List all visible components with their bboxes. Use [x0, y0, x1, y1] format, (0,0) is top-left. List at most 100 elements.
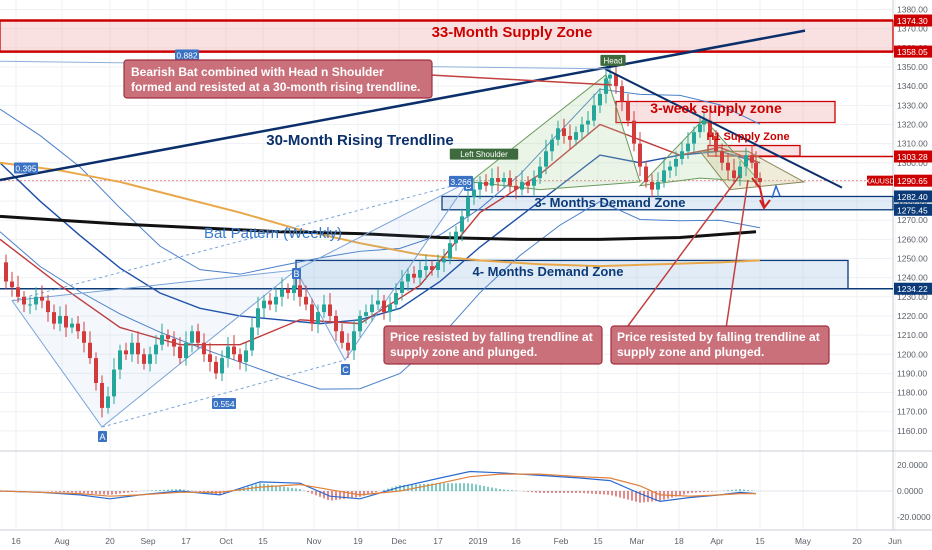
candle-body	[346, 342, 350, 351]
hs-badge	[600, 54, 626, 66]
price-tick-label: 1180.00	[897, 388, 927, 398]
callout-box	[610, 325, 830, 365]
candle-body	[46, 300, 50, 313]
candle-body	[112, 369, 116, 397]
candle-body	[76, 323, 80, 332]
badge-box	[894, 282, 932, 295]
badge-text: 1234.22	[897, 284, 928, 294]
candle-body	[178, 346, 182, 359]
candle-body	[556, 128, 560, 140]
price-tick-label: 1350.00	[897, 62, 928, 72]
candle-body	[292, 285, 296, 293]
candle-body	[52, 312, 56, 324]
candle-body	[608, 74, 612, 79]
candle-body	[262, 300, 266, 309]
osc-tick-label: -20.0000	[897, 512, 931, 522]
candle-body	[436, 262, 440, 270]
candle-body	[382, 300, 386, 313]
badge-text: 1303.28	[897, 152, 928, 162]
candle-body	[466, 197, 470, 217]
candle-body	[604, 78, 608, 94]
hs-badge	[449, 148, 519, 160]
candle-body	[418, 270, 422, 278]
candle-body	[316, 312, 320, 324]
candle-body	[668, 166, 672, 171]
candle-body	[244, 350, 248, 362]
time-tick-label: Mar	[630, 536, 645, 546]
candle-body	[196, 331, 200, 343]
candle-body	[574, 132, 578, 140]
callout-text: supply zone and plunged.	[390, 345, 537, 359]
bat-triangle	[295, 181, 469, 361]
candle-body	[532, 178, 536, 186]
band-lower	[0, 200, 761, 390]
time-tick-label: 17	[181, 536, 191, 546]
candle-body	[698, 124, 702, 133]
badge-text: 1374.30	[897, 16, 928, 26]
candle-body	[412, 273, 416, 278]
badge-box	[867, 175, 893, 186]
pattern-point-label: C	[342, 365, 349, 375]
zone-label: 4- Months Demand Zone	[473, 264, 624, 279]
badge-box	[894, 14, 932, 27]
osc-tick-label: 20.0000	[897, 460, 928, 470]
candle-body	[580, 124, 584, 133]
zone-label: 3-week supply zone	[650, 100, 782, 116]
candle-body	[16, 287, 20, 297]
callout-box	[123, 59, 433, 99]
band-upper	[0, 88, 761, 275]
zone-label: 3- Months Demand Zone	[535, 195, 686, 210]
up-arrow	[771, 183, 781, 199]
candle-body	[686, 143, 690, 152]
candle-body	[184, 342, 188, 359]
candle-body	[364, 312, 368, 316]
candle-body	[662, 170, 666, 182]
bat-pattern-label: Bat Pattern (Weekly)	[204, 225, 342, 242]
candle-body	[592, 105, 596, 121]
price-tick-label: 1270.00	[897, 215, 928, 225]
price-tick-label: 1320.00	[897, 119, 928, 129]
candle-body	[614, 74, 618, 87]
badge-text: 1290.65	[897, 176, 928, 186]
time-tick-label: Sep	[140, 536, 155, 546]
candle-body	[220, 358, 224, 374]
zone-label: H1 Supply Zone	[706, 131, 789, 143]
candle-body	[328, 304, 332, 316]
price-tick-label: 1370.00	[897, 24, 928, 34]
time-tick-label: Aug	[54, 536, 69, 546]
ratio-badge	[449, 175, 473, 187]
candle-body	[334, 315, 338, 332]
price-badge: 1374.30	[894, 14, 932, 27]
candle-body	[388, 304, 392, 313]
zone-rect	[441, 195, 894, 211]
callout-text: Price resisted by falling trendline at	[390, 330, 593, 344]
ratio-badge	[175, 49, 199, 61]
candle-body	[370, 304, 374, 313]
triangle-shape	[698, 150, 806, 191]
pattern-point-label: B	[293, 269, 299, 279]
price-tick-label: 1250.00	[897, 254, 928, 264]
pattern-point-badge	[292, 268, 301, 279]
candle-body	[148, 354, 152, 364]
price-badge: 1290.65	[894, 174, 932, 187]
callout-bat-hs: Bearish Bat combined with Head n Shoulde…	[123, 59, 433, 99]
candle-body	[754, 162, 758, 179]
candle-body	[708, 120, 712, 136]
candle-body	[502, 178, 506, 182]
candle-body	[692, 132, 696, 144]
price-tick-label: 1300.00	[897, 158, 928, 168]
pattern-point-badge	[98, 431, 107, 443]
candle-body	[376, 300, 380, 305]
ratio-text: 0.554	[213, 399, 235, 409]
candle-body	[472, 189, 476, 198]
price-tick-label: 1210.00	[897, 330, 928, 340]
candle-body	[538, 166, 542, 179]
signal-line	[0, 473, 756, 497]
pattern-point-c: C	[341, 364, 350, 375]
candle-body	[714, 135, 718, 152]
candle-body	[732, 170, 736, 179]
time-tick-label: 18	[674, 536, 684, 546]
ratio-text: 3.266	[450, 177, 472, 187]
candle-body	[520, 181, 524, 190]
